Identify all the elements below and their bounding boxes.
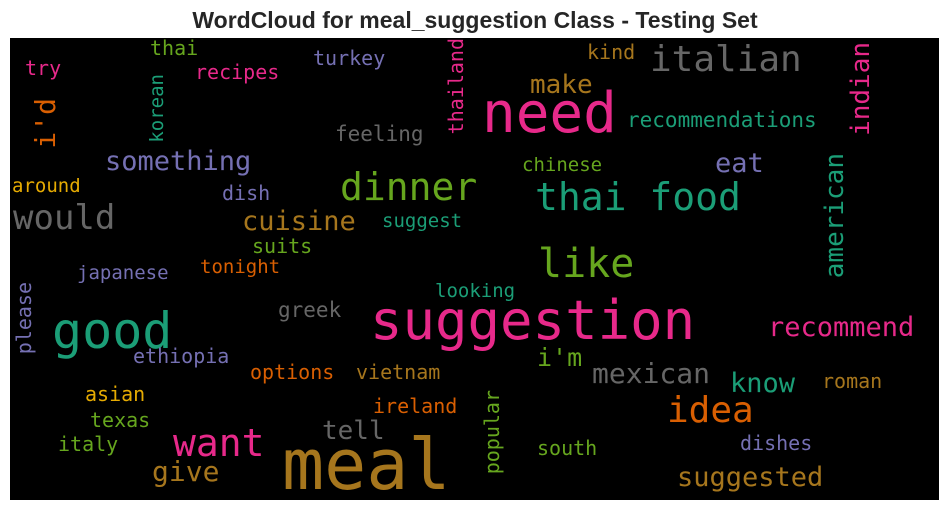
word-suggested: suggested <box>677 462 824 493</box>
word-meal: meal <box>282 424 451 500</box>
word-thai-food: thai food <box>535 175 741 219</box>
word-thai: thai <box>150 38 199 60</box>
word-asian: asian <box>85 382 146 406</box>
word-thailand: thailand <box>444 38 468 135</box>
word-dishes: dishes <box>740 431 813 455</box>
word-idea: idea <box>667 390 754 431</box>
word-recommend: recommend <box>768 312 915 343</box>
word-know: know <box>730 368 796 399</box>
word-mexican: mexican <box>592 357 711 390</box>
word-options: options <box>250 360 335 384</box>
word-dinner: dinner <box>340 165 478 209</box>
word-like: like <box>538 241 635 287</box>
word-vietnam: vietnam <box>356 360 441 384</box>
word-feeling: feeling <box>335 122 424 146</box>
word-texas: texas <box>90 408 151 432</box>
word-would: would <box>13 198 116 238</box>
word-want: want <box>173 421 265 465</box>
word-recipes: recipes <box>195 60 280 84</box>
word-italian: italian <box>650 39 802 80</box>
word-indian: indian <box>846 42 876 136</box>
word-chinese: chinese <box>522 154 603 176</box>
word-dish: dish <box>222 181 271 205</box>
chart-title: WordCloud for meal_suggestion Class - Te… <box>192 7 758 33</box>
wordcloud-canvas: meal suggestion need good italian thai food di… <box>10 38 939 500</box>
word-try: try <box>25 56 62 80</box>
word-around: around <box>12 175 81 197</box>
word-need: need <box>482 81 617 146</box>
word-suits: suits <box>252 234 313 258</box>
word-tell: tell <box>322 416 385 446</box>
word-ethiopia: ethiopia <box>133 344 230 368</box>
word-recommendations: recommendations <box>627 108 817 132</box>
word-kind: kind <box>587 40 636 64</box>
word-tonight: tonight <box>200 256 281 278</box>
word-greek: greek <box>278 298 342 322</box>
word-eat: eat <box>715 148 764 179</box>
word-give: give <box>152 455 220 488</box>
word-ireland: ireland <box>373 394 458 418</box>
word-make: make <box>530 70 593 100</box>
word-popular: popular <box>480 390 504 475</box>
word-i-d: i'd <box>29 98 62 149</box>
word-suggest: suggest <box>382 210 463 232</box>
word-looking: looking <box>435 280 516 302</box>
word-please: please <box>12 282 36 355</box>
word-korean: korean <box>146 74 168 143</box>
word-i-m: i'm <box>537 343 583 372</box>
word-roman: roman <box>822 369 883 393</box>
word-suggestion: suggestion <box>370 289 696 352</box>
word-good: good <box>52 302 173 360</box>
word-cuisine: cuisine <box>242 206 356 237</box>
word-american: american <box>820 153 850 279</box>
word-turkey: turkey <box>313 46 386 70</box>
word-italy: italy <box>58 432 119 456</box>
word-japanese: japanese <box>77 262 169 284</box>
word-south: south <box>537 436 598 460</box>
word-something: something <box>105 146 252 177</box>
